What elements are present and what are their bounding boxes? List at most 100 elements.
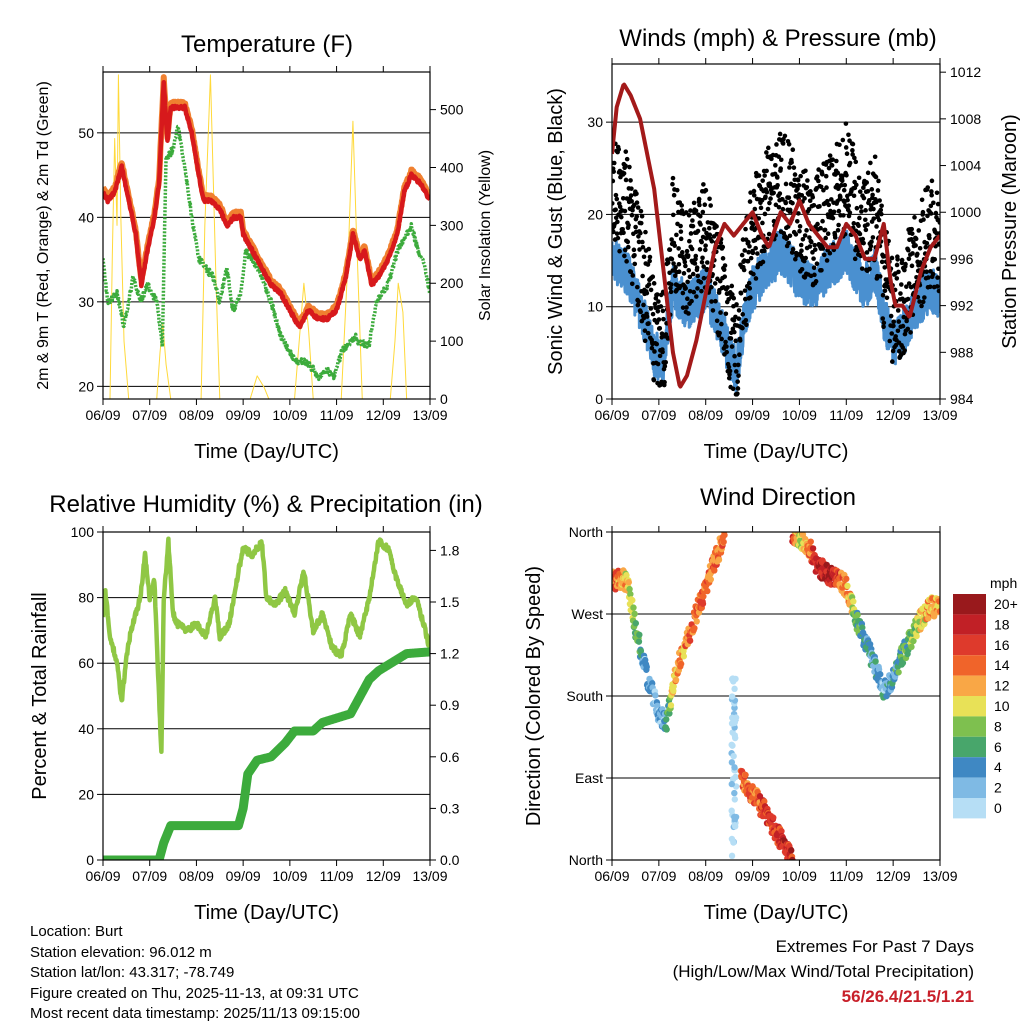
gust-point xyxy=(889,255,895,261)
gust-point xyxy=(856,223,861,229)
gust-point xyxy=(840,137,846,143)
sonic-wind-line xyxy=(612,228,940,395)
gust-point xyxy=(773,202,779,208)
gust-point xyxy=(822,227,828,233)
gust-point xyxy=(820,218,825,224)
gust-point xyxy=(723,339,728,345)
gust-point xyxy=(707,196,712,202)
gust-point xyxy=(616,147,622,152)
gust-point xyxy=(804,184,810,190)
gust-point xyxy=(667,247,673,253)
direction-point xyxy=(731,764,738,771)
chart-title: Winds (mph) & Pressure (mb) xyxy=(619,25,936,52)
gust-point xyxy=(670,181,675,187)
direction-point xyxy=(693,618,700,625)
gust-point xyxy=(844,151,850,157)
x-tick-label: 07/09 xyxy=(132,868,167,884)
gust-point xyxy=(823,173,829,179)
gust-point xyxy=(853,159,859,165)
gust-point xyxy=(628,193,634,198)
gust-point xyxy=(629,281,635,287)
y-tick-label-right: 500 xyxy=(440,102,464,118)
gust-point xyxy=(774,142,779,147)
gust-point xyxy=(747,286,753,291)
direction-point xyxy=(663,716,670,723)
direction-point xyxy=(872,658,879,665)
gust-point xyxy=(708,203,713,208)
gust-point xyxy=(718,240,724,246)
plot-frame xyxy=(611,63,941,400)
gust-point xyxy=(787,207,793,213)
gust-point xyxy=(686,311,691,316)
y-tick-label-right: 1012 xyxy=(950,64,981,80)
gust-point xyxy=(736,308,742,313)
gust-point xyxy=(693,208,699,214)
gust-point xyxy=(730,386,736,392)
gust-point xyxy=(896,269,901,275)
gust-point xyxy=(924,269,929,274)
gust-point xyxy=(656,317,662,322)
x-axis-label: Time (Day/UTC) xyxy=(194,902,339,924)
direction-point xyxy=(721,532,728,539)
y-tick-label-right: 996 xyxy=(950,251,974,267)
temp-2m-line xyxy=(103,80,430,330)
gust-point xyxy=(913,243,918,248)
gust-point xyxy=(831,209,837,215)
gust-point xyxy=(718,310,723,315)
x-tick-label: 11/09 xyxy=(320,868,354,884)
gust-point xyxy=(682,259,688,265)
gust-point xyxy=(701,264,706,269)
x-tick-label: 06/09 xyxy=(85,407,120,423)
legend-swatch xyxy=(953,716,986,737)
y-tick-label-right: 1.5 xyxy=(440,594,460,610)
gust-point xyxy=(904,284,909,289)
legend-label: 2 xyxy=(994,780,1002,796)
gust-point xyxy=(761,244,767,249)
gust-point xyxy=(650,274,656,279)
x-tick-label: 06/09 xyxy=(85,868,120,884)
gust-point xyxy=(640,239,645,245)
gust-point xyxy=(827,250,833,256)
gust-point xyxy=(895,328,901,334)
gust-point xyxy=(622,247,628,253)
direction-point xyxy=(850,598,857,605)
gust-point xyxy=(842,182,848,188)
gust-point xyxy=(823,235,828,241)
direction-point xyxy=(731,719,738,727)
gust-point xyxy=(742,296,748,302)
gust-point xyxy=(764,189,770,195)
gust-point xyxy=(915,251,920,257)
gust-point xyxy=(733,314,738,320)
direction-point xyxy=(732,823,739,830)
direction-point xyxy=(627,590,634,598)
gust-point xyxy=(644,290,650,296)
direction-point xyxy=(789,856,796,860)
x-tick-label: 06/09 xyxy=(594,868,629,884)
gust-point xyxy=(650,311,656,317)
direction-point xyxy=(654,702,661,709)
direction-point xyxy=(700,593,707,600)
gust-point xyxy=(766,145,771,151)
gust-point xyxy=(854,205,860,211)
gust-point xyxy=(737,352,742,358)
x-tick-label: 12/09 xyxy=(876,868,911,884)
gust-point xyxy=(659,331,665,336)
legend-label: 16 xyxy=(994,637,1010,653)
gust-point xyxy=(678,229,684,234)
gust-point xyxy=(742,288,748,293)
gust-point xyxy=(861,240,866,246)
gust-point xyxy=(697,202,702,208)
gust-point xyxy=(850,148,855,153)
direction-point xyxy=(809,545,817,552)
y-tick-label: 20 xyxy=(587,206,603,222)
y-axis-label: Percent & Total Rainfall xyxy=(29,592,51,800)
gust-point xyxy=(635,205,641,210)
gust-point xyxy=(797,228,802,234)
gust-point xyxy=(839,182,844,188)
gust-point xyxy=(756,173,762,178)
gust-point xyxy=(746,239,751,245)
gust-point xyxy=(800,236,806,242)
gust-point xyxy=(847,160,853,166)
gust-point xyxy=(639,213,645,219)
plot-frame xyxy=(102,71,431,400)
